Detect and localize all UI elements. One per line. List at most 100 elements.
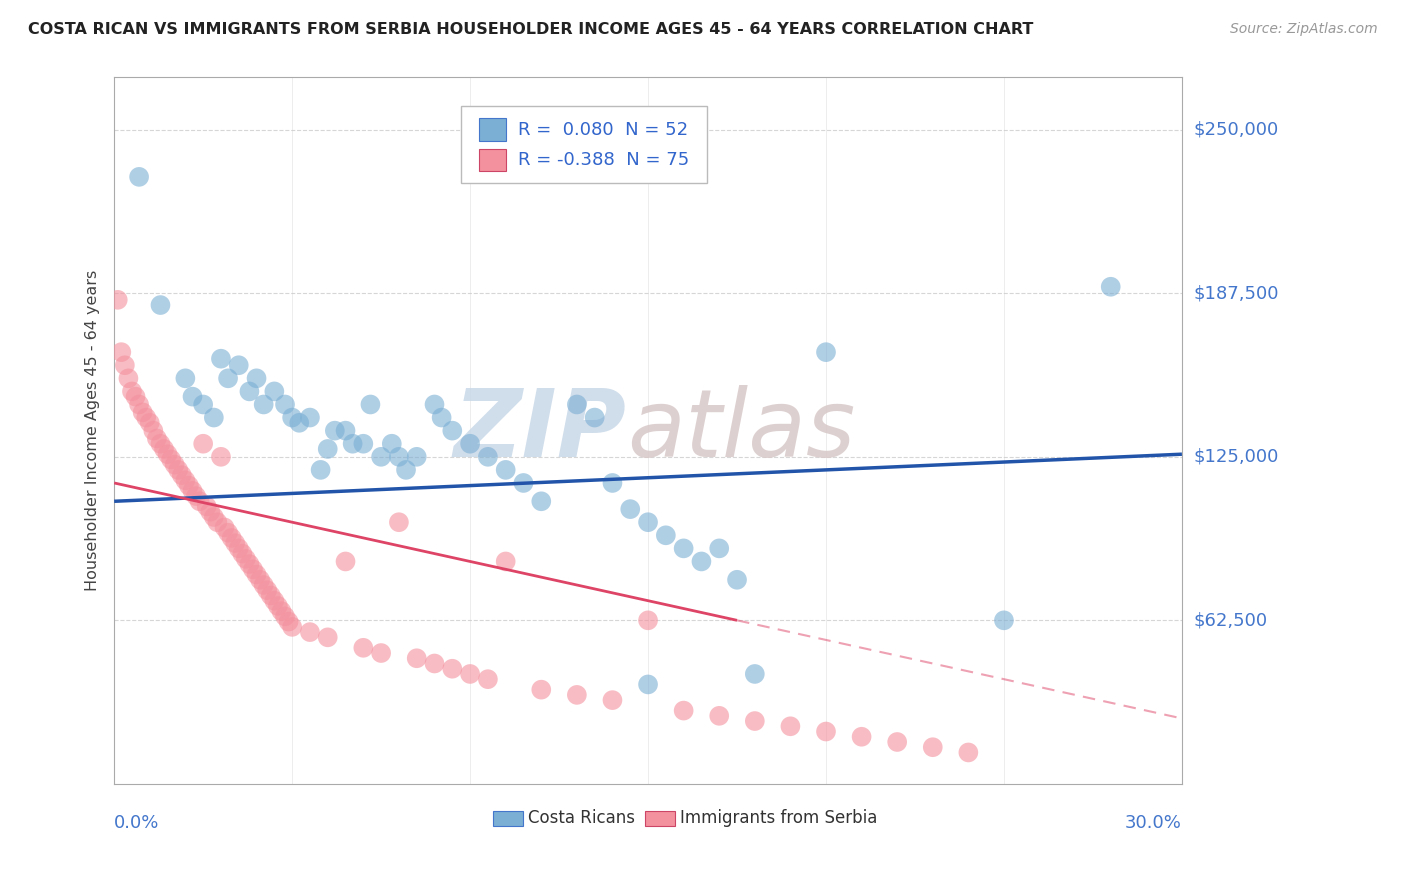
Text: $187,500: $187,500 xyxy=(1194,285,1278,302)
Text: COSTA RICAN VS IMMIGRANTS FROM SERBIA HOUSEHOLDER INCOME AGES 45 - 64 YEARS CORR: COSTA RICAN VS IMMIGRANTS FROM SERBIA HO… xyxy=(28,22,1033,37)
Point xyxy=(121,384,143,399)
Text: $125,000: $125,000 xyxy=(1194,448,1278,466)
Point xyxy=(281,620,304,634)
Point xyxy=(619,502,641,516)
FancyBboxPatch shape xyxy=(461,105,707,184)
Point xyxy=(139,416,162,430)
Point xyxy=(142,424,165,438)
Point xyxy=(242,562,264,576)
Point xyxy=(921,740,943,755)
Point xyxy=(256,583,278,598)
Point xyxy=(405,450,427,464)
Point xyxy=(224,536,246,550)
Point xyxy=(583,410,606,425)
Text: $250,000: $250,000 xyxy=(1194,120,1278,139)
Point xyxy=(270,604,292,618)
Point xyxy=(209,351,232,366)
Point xyxy=(146,432,169,446)
Point xyxy=(316,442,339,456)
Point xyxy=(249,573,271,587)
Point xyxy=(245,567,267,582)
Point xyxy=(886,735,908,749)
Point xyxy=(441,662,464,676)
Point xyxy=(200,505,222,519)
Point xyxy=(335,554,357,568)
Point xyxy=(993,613,1015,627)
Point xyxy=(441,424,464,438)
Point xyxy=(181,390,204,404)
Text: 0.0%: 0.0% xyxy=(114,814,159,832)
Point xyxy=(181,483,204,498)
Bar xyxy=(645,811,675,826)
Point xyxy=(274,609,297,624)
Point xyxy=(388,450,411,464)
Point xyxy=(709,541,731,556)
Point xyxy=(672,541,695,556)
Point xyxy=(530,682,553,697)
Point xyxy=(217,371,239,385)
Point xyxy=(388,515,411,529)
Point xyxy=(117,371,139,385)
Point xyxy=(188,494,211,508)
Point xyxy=(637,613,659,627)
Point xyxy=(602,693,624,707)
Point xyxy=(263,384,285,399)
Point xyxy=(288,416,311,430)
Point xyxy=(565,688,588,702)
Text: Costa Ricans: Costa Ricans xyxy=(529,809,636,828)
Point xyxy=(245,371,267,385)
Point xyxy=(323,424,346,438)
Point xyxy=(352,436,374,450)
Point xyxy=(214,520,236,534)
Point xyxy=(231,547,253,561)
Point xyxy=(342,436,364,450)
Point xyxy=(381,436,404,450)
Point xyxy=(191,436,214,450)
Point xyxy=(238,384,260,399)
Point xyxy=(149,436,172,450)
Point xyxy=(423,397,446,411)
Point xyxy=(298,625,321,640)
Point xyxy=(167,463,190,477)
Point xyxy=(263,593,285,607)
Point xyxy=(495,554,517,568)
Point xyxy=(221,531,243,545)
Point xyxy=(655,528,678,542)
Point xyxy=(156,447,179,461)
Point xyxy=(228,358,250,372)
Point xyxy=(370,646,392,660)
Point xyxy=(217,525,239,540)
Point xyxy=(277,615,299,629)
Point xyxy=(253,397,276,411)
Point xyxy=(352,640,374,655)
Text: 30.0%: 30.0% xyxy=(1125,814,1182,832)
Point xyxy=(174,474,197,488)
Point xyxy=(423,657,446,671)
Point xyxy=(316,630,339,644)
Point xyxy=(114,358,136,372)
Point xyxy=(690,554,713,568)
Text: R = -0.388  N = 75: R = -0.388 N = 75 xyxy=(517,151,689,169)
Point xyxy=(430,410,453,425)
Point xyxy=(672,704,695,718)
Point xyxy=(177,478,200,492)
Point xyxy=(512,475,534,490)
Point xyxy=(530,494,553,508)
Bar xyxy=(479,119,506,141)
Point xyxy=(405,651,427,665)
Point xyxy=(163,458,186,472)
Point xyxy=(149,298,172,312)
Point xyxy=(744,714,766,728)
Point xyxy=(458,436,481,450)
Point xyxy=(107,293,129,307)
Point xyxy=(235,552,257,566)
Point xyxy=(202,510,225,524)
Point xyxy=(238,557,260,571)
Point xyxy=(744,667,766,681)
Point xyxy=(207,515,229,529)
Point xyxy=(274,397,297,411)
Point xyxy=(458,667,481,681)
Point xyxy=(191,397,214,411)
Point xyxy=(395,463,418,477)
Point xyxy=(1099,279,1122,293)
